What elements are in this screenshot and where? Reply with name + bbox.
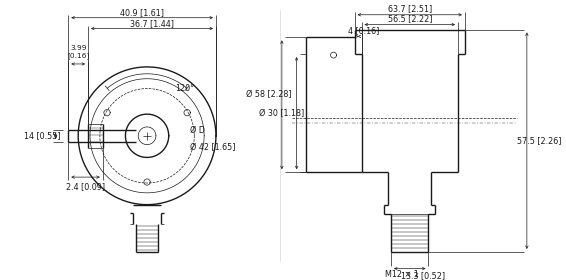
Text: Ø 42 [1.65]: Ø 42 [1.65] — [190, 143, 236, 152]
Text: 3.99
[0.16]: 3.99 [0.16] — [67, 45, 89, 59]
Text: Ø 58 [2.28]: Ø 58 [2.28] — [246, 90, 292, 99]
Text: M12 × 1: M12 × 1 — [385, 270, 419, 279]
Text: 14 [0.55]: 14 [0.55] — [24, 131, 61, 140]
Text: 36.7 [1.44]: 36.7 [1.44] — [130, 19, 174, 28]
Text: Ø 30 [1.18]: Ø 30 [1.18] — [259, 109, 305, 118]
Text: 57.5 [2.26]: 57.5 [2.26] — [517, 136, 562, 145]
Polygon shape — [78, 67, 216, 205]
Text: Ø D: Ø D — [190, 125, 205, 134]
Text: 63.7 [2.51]: 63.7 [2.51] — [388, 4, 432, 13]
Text: 56.5 [2.22]: 56.5 [2.22] — [388, 14, 432, 23]
Text: 4 [0.16]: 4 [0.16] — [348, 26, 380, 35]
Text: 13.3 [0.52]: 13.3 [0.52] — [401, 271, 445, 280]
Text: 2.4 [0.09]: 2.4 [0.09] — [66, 183, 105, 192]
Text: 120°: 120° — [175, 84, 194, 93]
Text: 40.9 [1.61]: 40.9 [1.61] — [120, 8, 164, 17]
